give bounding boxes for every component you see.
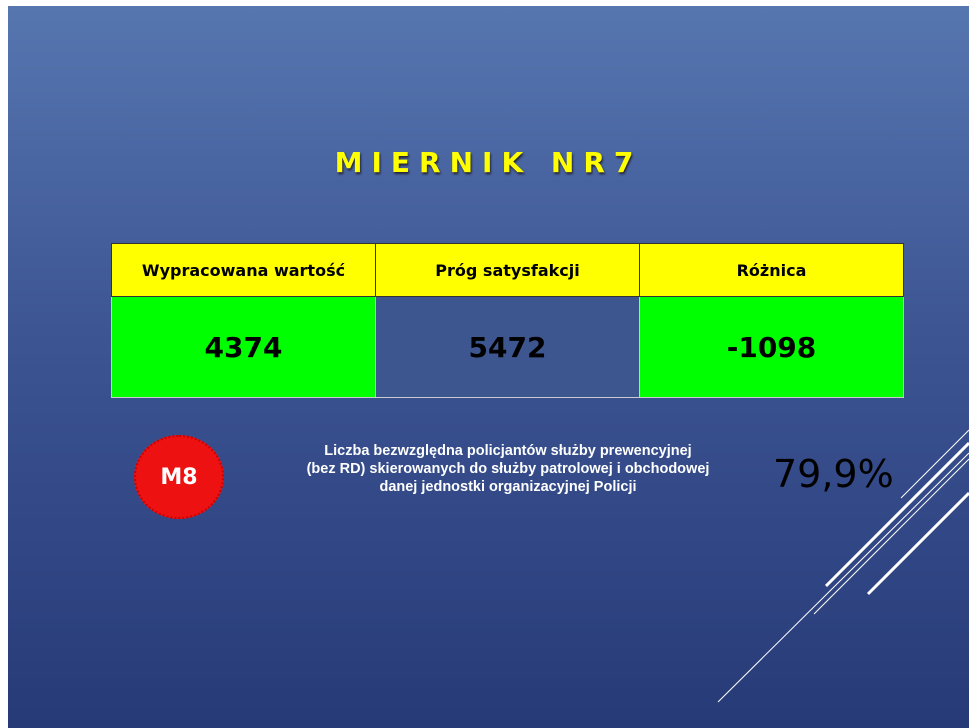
title: MIERNIK NR7: [334, 146, 643, 179]
cell: 5472: [375, 296, 640, 398]
decoration: [717, 429, 969, 703]
cell: 4374: [111, 296, 376, 398]
description-line: (bez RD) skierowanych do służby patrolow…: [306, 461, 710, 477]
description: Liczba bezwzględna policjantów służby pr…: [268, 442, 748, 496]
badge: M8: [134, 435, 224, 519]
description-line: Liczba bezwzględna policjantów służby pr…: [324, 443, 692, 459]
description-line: danej jednostki organizacyjnej Policji: [379, 479, 637, 495]
table: Wypracowana wartość Próg satysfakcji Róż…: [111, 243, 904, 398]
slide: MIERNIK NR7 Wypracowana wartość Próg sat…: [8, 6, 969, 728]
header-cell: Różnica: [639, 243, 904, 297]
percentage: 79,9%: [773, 452, 894, 496]
header-cell: Próg satysfakcji: [375, 243, 640, 297]
header-cell: Wypracowana wartość: [111, 243, 376, 297]
cell: -1098: [639, 296, 904, 398]
